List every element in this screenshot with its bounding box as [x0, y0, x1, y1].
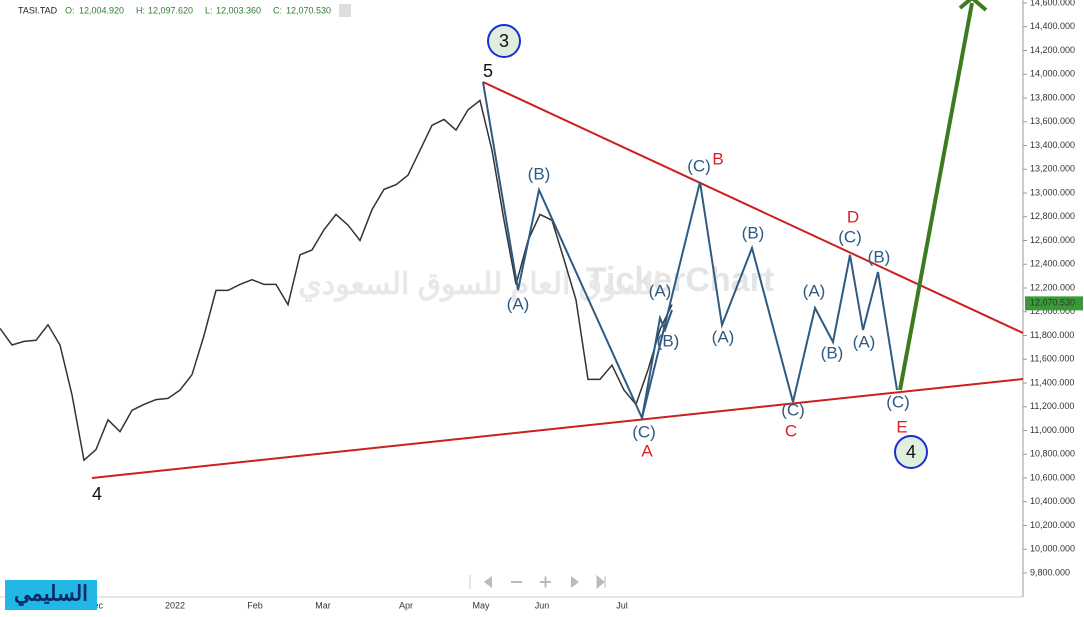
- wave-label: (B): [821, 343, 844, 362]
- y-tick-label: 13,200.000: [1030, 164, 1075, 174]
- wave-label: (A): [853, 332, 876, 351]
- ohlc-value: 12,004.920: [79, 5, 124, 15]
- toolbar: [469, 574, 606, 590]
- projection-arrow: [898, 2, 974, 391]
- y-tick-label: 10,800.000: [1030, 449, 1075, 459]
- y-tick-label: 12,800.000: [1030, 211, 1075, 221]
- y-tick-label: 9,800.000: [1030, 567, 1070, 577]
- wave-label: A: [641, 441, 653, 460]
- x-tick-label: Jun: [535, 600, 550, 610]
- watermark-ar: السوق العام للسوق السعودي: [298, 268, 661, 302]
- y-tick-label: 11,000.000: [1030, 425, 1074, 435]
- trendline-upper: [482, 81, 1024, 334]
- wave-label: (C): [781, 400, 805, 419]
- menu-button[interactable]: [339, 4, 351, 17]
- trendline-lower: [91, 378, 1024, 479]
- y-tick-label: 11,600.000: [1030, 354, 1074, 364]
- ohlc-value: 12,070.530: [286, 5, 331, 15]
- circle: [894, 435, 928, 469]
- symbol: TASI.TAD: [18, 5, 58, 15]
- last-price-label: 12,070.530: [1030, 298, 1075, 308]
- y-tick-label: 12,000.000: [1030, 306, 1075, 316]
- wave-label: (C): [838, 227, 862, 246]
- ohlc-label: L:: [205, 5, 213, 15]
- y-tick-label: 10,000.000: [1030, 544, 1075, 554]
- y-tick-label: 11,400.000: [1030, 377, 1074, 387]
- wave-label: C: [785, 421, 797, 440]
- circle-label: 3: [499, 31, 509, 51]
- trendlines: [91, 0, 1024, 479]
- wave-label: E: [896, 417, 907, 436]
- x-tick-label: Feb: [247, 600, 263, 610]
- wave-label: (A): [649, 281, 672, 300]
- wave-label: (B): [657, 331, 680, 350]
- wave-label: (C): [886, 392, 910, 411]
- wave-label: 5: [483, 61, 493, 81]
- wave-label: (A): [803, 281, 826, 300]
- wave-label: (B): [528, 164, 551, 183]
- y-tick-label: 13,400.000: [1030, 140, 1075, 150]
- y-tick-label: 11,200.000: [1030, 401, 1074, 411]
- ohlc-label: C:: [273, 5, 282, 15]
- scroll-left[interactable]: [484, 576, 492, 588]
- y-tick-label: 14,200.000: [1030, 45, 1075, 55]
- y-tick-label: 13,000.000: [1030, 187, 1075, 197]
- ohlc-label: H:: [136, 5, 145, 15]
- y-tick-label: 14,000.000: [1030, 69, 1075, 79]
- arrow-head: [958, 0, 988, 12]
- price-line: [0, 99, 673, 462]
- wave-label: B: [712, 149, 723, 168]
- y-tick-label: 12,400.000: [1030, 259, 1075, 269]
- header: TASI.TAD O: 12,004.920 H: 12,097.620 L: …: [18, 4, 351, 17]
- plot: [0, 99, 673, 462]
- circle-label: 4: [906, 442, 916, 462]
- logo-box: [5, 580, 97, 610]
- wave-label: (B): [868, 247, 891, 266]
- y-tick-label: 10,600.000: [1030, 472, 1075, 482]
- wave-label: (A): [712, 327, 735, 346]
- wave-label: D: [847, 207, 859, 226]
- logo: السليمي: [14, 583, 88, 607]
- ohlc-value: 12,003.360: [216, 5, 261, 15]
- x-tick-label: Mar: [315, 600, 331, 610]
- scroll-end[interactable]: [596, 574, 606, 590]
- y-tick-label: 14,600.000: [1030, 0, 1075, 7]
- last-price-tag: [1025, 296, 1083, 311]
- scroll-right[interactable]: [571, 576, 579, 588]
- wave-label: (C): [632, 422, 656, 441]
- zoom-out[interactable]: [511, 581, 522, 583]
- x-tick-label: Jul: [616, 600, 628, 610]
- y-tick-label: 13,800.000: [1030, 92, 1075, 102]
- y-tick-label: 12,200.000: [1030, 282, 1075, 292]
- wave-label: (B): [742, 223, 765, 242]
- y-tick-label: 14,400.000: [1030, 21, 1075, 31]
- y-tick-label: 10,400.000: [1030, 496, 1075, 506]
- ohlc-label: O:: [65, 5, 75, 15]
- wave-path: [641, 309, 673, 419]
- ohlc-value: 12,097.620: [148, 5, 193, 15]
- y-tick-label: 10,200.000: [1030, 520, 1075, 530]
- circle: [487, 24, 521, 58]
- wave-label: 4: [92, 484, 102, 504]
- wave-label: (C): [687, 156, 711, 175]
- wave-label: (A): [507, 294, 530, 313]
- zoom-in[interactable]: [540, 576, 551, 588]
- y-tick-label: 12,600.000: [1030, 235, 1075, 245]
- wave-path: [482, 81, 898, 422]
- x-tick-label: May: [472, 600, 490, 610]
- x-tick-label: Apr: [399, 600, 413, 610]
- labels: 3 4 5 4 (A) (B) (C) A (A) (B) (C) B (A) …: [92, 24, 928, 504]
- x-tick-label: 2022: [165, 600, 185, 610]
- y-tick-label: 11,800.000: [1030, 330, 1074, 340]
- y-tick-label: 13,600.000: [1030, 116, 1075, 126]
